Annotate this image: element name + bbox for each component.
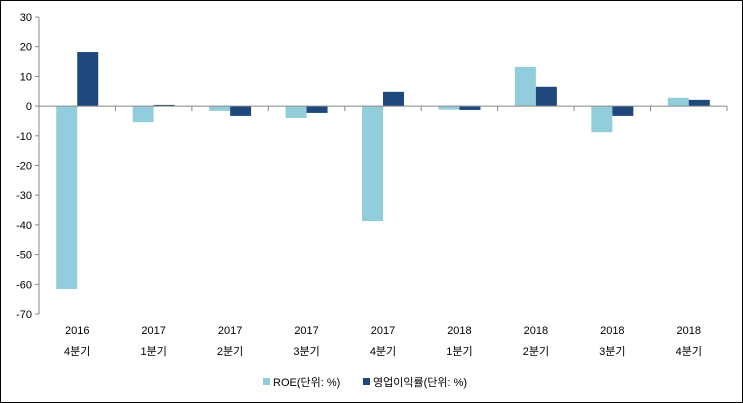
x-label-quarter: 4분기 <box>64 345 90 358</box>
x-label-year: 2016 <box>65 325 89 337</box>
legend-swatch <box>363 378 370 385</box>
bar-roe <box>514 66 536 107</box>
y-tick-label: -30 <box>16 190 32 202</box>
bar-roe <box>362 106 383 222</box>
bar-roe <box>591 106 613 133</box>
y-tick-label: -40 <box>16 220 32 232</box>
x-label-year: 2017 <box>141 325 165 337</box>
x-label-quarter: 3분기 <box>293 345 319 358</box>
y-tick-label: -70 <box>16 309 32 321</box>
y-tick-label: 10 <box>20 71 32 83</box>
x-label-quarter: 4분기 <box>676 345 702 358</box>
bar-operating-margin <box>688 99 710 107</box>
x-label-year: 2018 <box>677 325 701 337</box>
x-label-quarter: 2분기 <box>217 345 243 358</box>
bar-operating-margin <box>535 86 557 107</box>
x-label-year: 2017 <box>218 325 242 337</box>
bar-roe <box>209 106 231 111</box>
x-label-year: 2018 <box>524 325 548 337</box>
x-label-year: 2018 <box>600 325 624 337</box>
bar-roe <box>438 106 460 110</box>
x-label-quarter: 3분기 <box>599 345 625 358</box>
bar-roe <box>667 97 689 107</box>
y-tick-label: 30 <box>20 12 32 24</box>
bar-operating-margin <box>612 106 634 116</box>
x-label-year: 2017 <box>371 325 395 337</box>
x-label-quarter: 1분기 <box>140 345 166 358</box>
bar-operating-margin <box>383 91 404 107</box>
bar-roe <box>132 106 154 123</box>
x-label-quarter: 2분기 <box>523 345 549 358</box>
bar-operating-margin <box>77 52 99 107</box>
bar-operating-margin <box>459 106 481 110</box>
y-tick-label: -20 <box>16 161 32 173</box>
y-tick-label: -50 <box>16 250 32 262</box>
x-label-year: 2017 <box>294 325 318 337</box>
bar-roe <box>285 106 307 118</box>
legend-label: ROE(단위: %) <box>273 376 340 389</box>
bar-operating-margin <box>306 106 328 113</box>
x-label-quarter: 1분기 <box>446 345 472 358</box>
bar-operating-margin <box>230 106 252 116</box>
y-tick-label: -10 <box>16 131 32 143</box>
y-tick-label: -60 <box>16 279 32 291</box>
y-tick-label: 20 <box>20 42 32 54</box>
legend-swatch <box>263 378 270 385</box>
x-label-year: 2018 <box>447 325 471 337</box>
bar-roe <box>56 106 78 290</box>
x-label-quarter: 4분기 <box>370 345 396 358</box>
legend-label: 영업이익률(단위: %) <box>373 376 467 389</box>
y-tick-label: 0 <box>26 101 32 113</box>
bar-operating-margin <box>153 104 175 107</box>
